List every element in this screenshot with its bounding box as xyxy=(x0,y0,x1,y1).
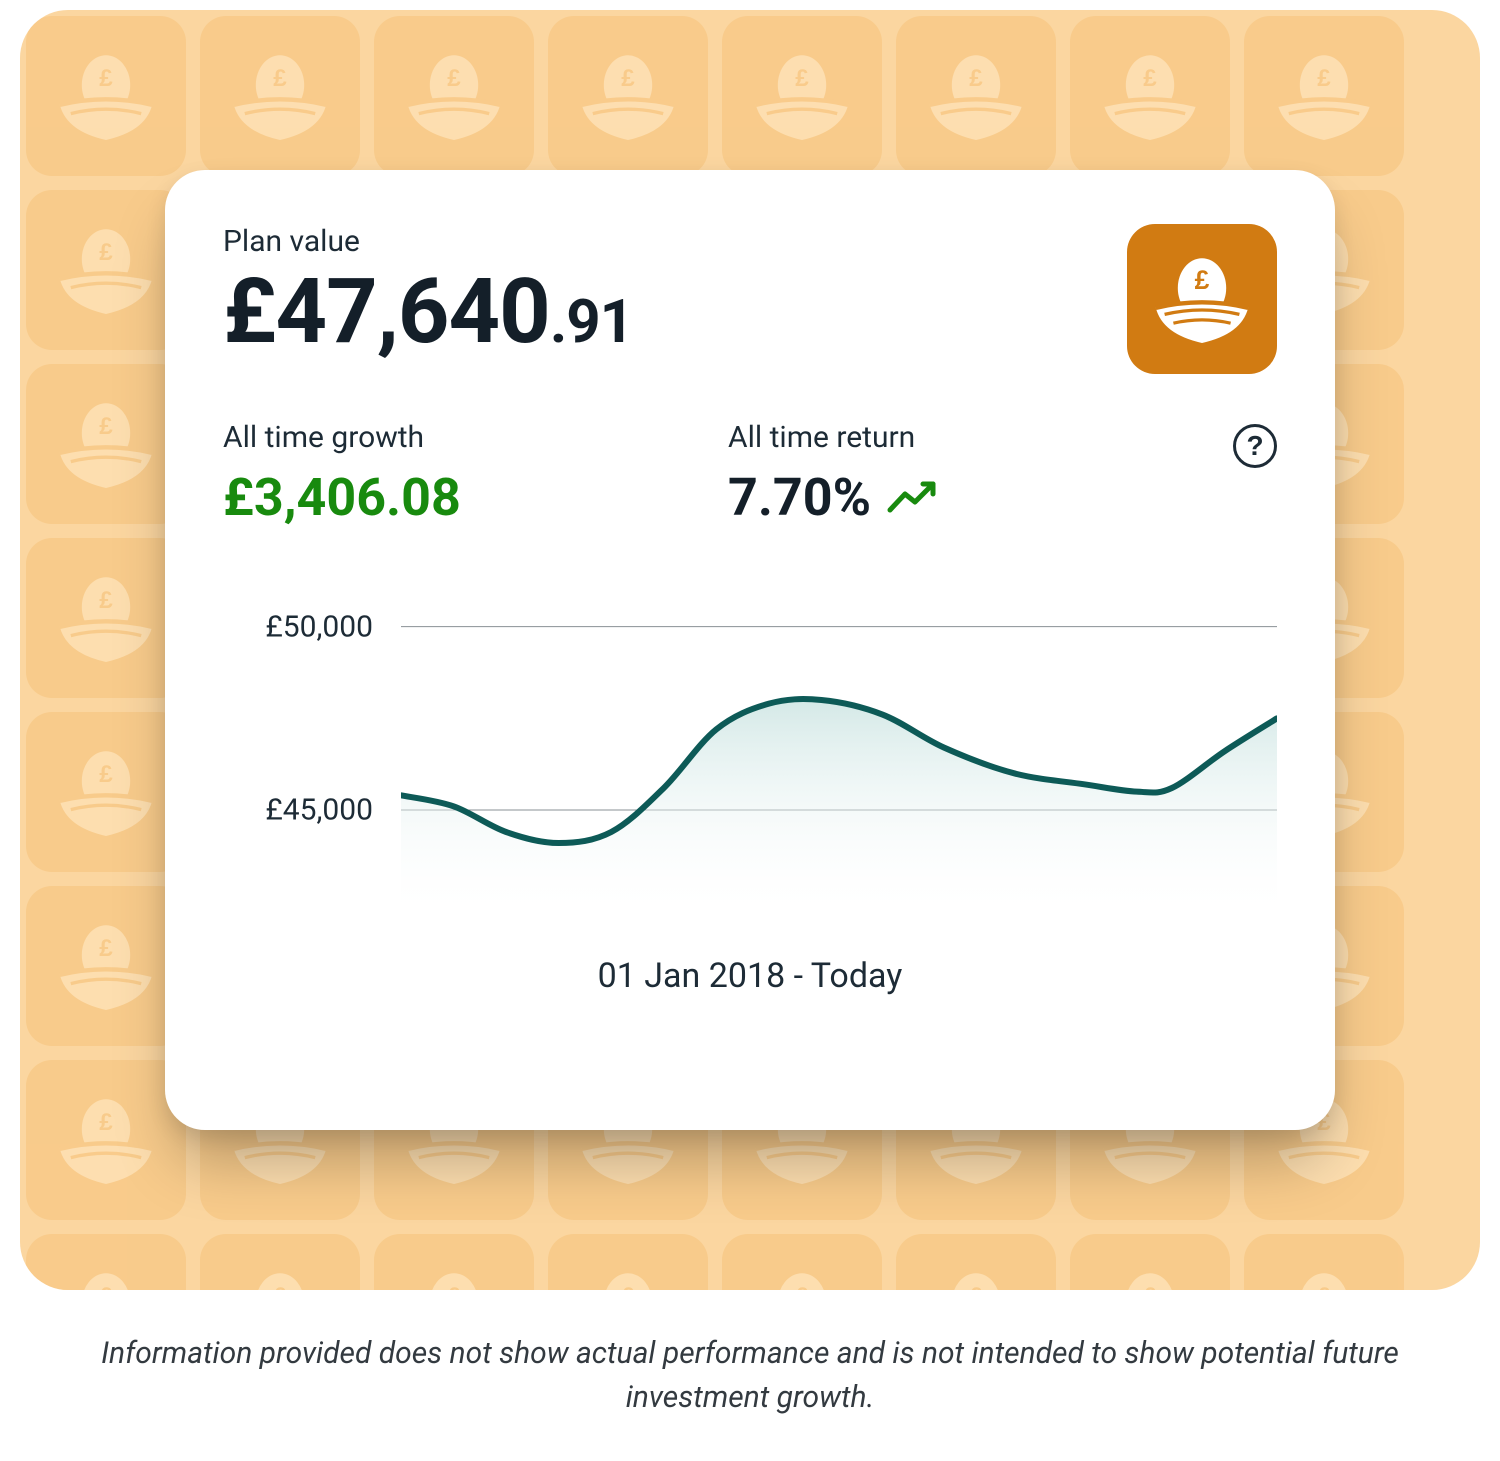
chart-date-range: 01 Jan 2018 - Today xyxy=(223,956,1277,996)
help-icon: ? xyxy=(1246,430,1263,462)
svg-text:£: £ xyxy=(795,1283,809,1290)
growth-value: £3,406.08 xyxy=(223,467,718,528)
plan-value-decimal: .91 xyxy=(550,286,633,357)
nest-egg-icon: £ xyxy=(1127,224,1277,374)
plan-value-label: Plan value xyxy=(223,224,633,259)
svg-text:£: £ xyxy=(621,1283,635,1290)
growth-metric: All time growth £3,406.08 xyxy=(223,420,718,528)
help-button[interactable]: ? xyxy=(1233,424,1277,468)
svg-text:£: £ xyxy=(99,587,113,614)
svg-text:£: £ xyxy=(99,1109,113,1136)
svg-text:£: £ xyxy=(273,1283,287,1290)
svg-text:£: £ xyxy=(969,65,983,92)
trend-up-icon xyxy=(887,480,939,516)
return-percent: 7.70% xyxy=(728,467,871,528)
svg-text:£: £ xyxy=(969,1283,983,1290)
chart: £50,000 £45,000 xyxy=(223,590,1277,920)
plan-currency: £ xyxy=(223,259,275,364)
growth-label: All time growth xyxy=(223,420,718,455)
svg-text:£: £ xyxy=(99,935,113,962)
chart-y-tick: £50,000 xyxy=(265,609,373,644)
svg-text:£: £ xyxy=(99,65,113,92)
plan-value-amount: £47,640.91 xyxy=(223,265,633,360)
svg-text:£: £ xyxy=(795,65,809,92)
chart-y-tick: £45,000 xyxy=(265,793,373,828)
chart-plot xyxy=(401,590,1277,920)
svg-text:£: £ xyxy=(1143,1283,1157,1290)
background-panel: £ £ £ £ £ xyxy=(20,10,1480,1290)
return-metric: All time return 7.70% xyxy=(728,420,1223,528)
svg-text:£: £ xyxy=(1143,65,1157,92)
svg-text:£: £ xyxy=(447,1283,461,1290)
plan-card: Plan value £47,640.91 £ xyxy=(165,170,1335,1130)
svg-text:£: £ xyxy=(99,239,113,266)
svg-text:£: £ xyxy=(99,761,113,788)
svg-text:£: £ xyxy=(273,65,287,92)
svg-text:£: £ xyxy=(99,1283,113,1290)
svg-text:£: £ xyxy=(1195,265,1210,295)
svg-text:£: £ xyxy=(447,65,461,92)
svg-text:£: £ xyxy=(1317,65,1331,92)
return-value: 7.70% xyxy=(728,467,939,528)
svg-text:£: £ xyxy=(621,65,635,92)
svg-text:£: £ xyxy=(99,413,113,440)
chart-y-axis: £50,000 £45,000 xyxy=(223,590,373,920)
plan-value-integer: 47,640 xyxy=(275,259,549,364)
return-label: All time return xyxy=(728,420,1223,455)
disclaimer-text: Information provided does not show actua… xyxy=(70,1332,1430,1419)
svg-text:£: £ xyxy=(1317,1283,1331,1290)
plan-value-block: Plan value £47,640.91 xyxy=(223,224,633,360)
